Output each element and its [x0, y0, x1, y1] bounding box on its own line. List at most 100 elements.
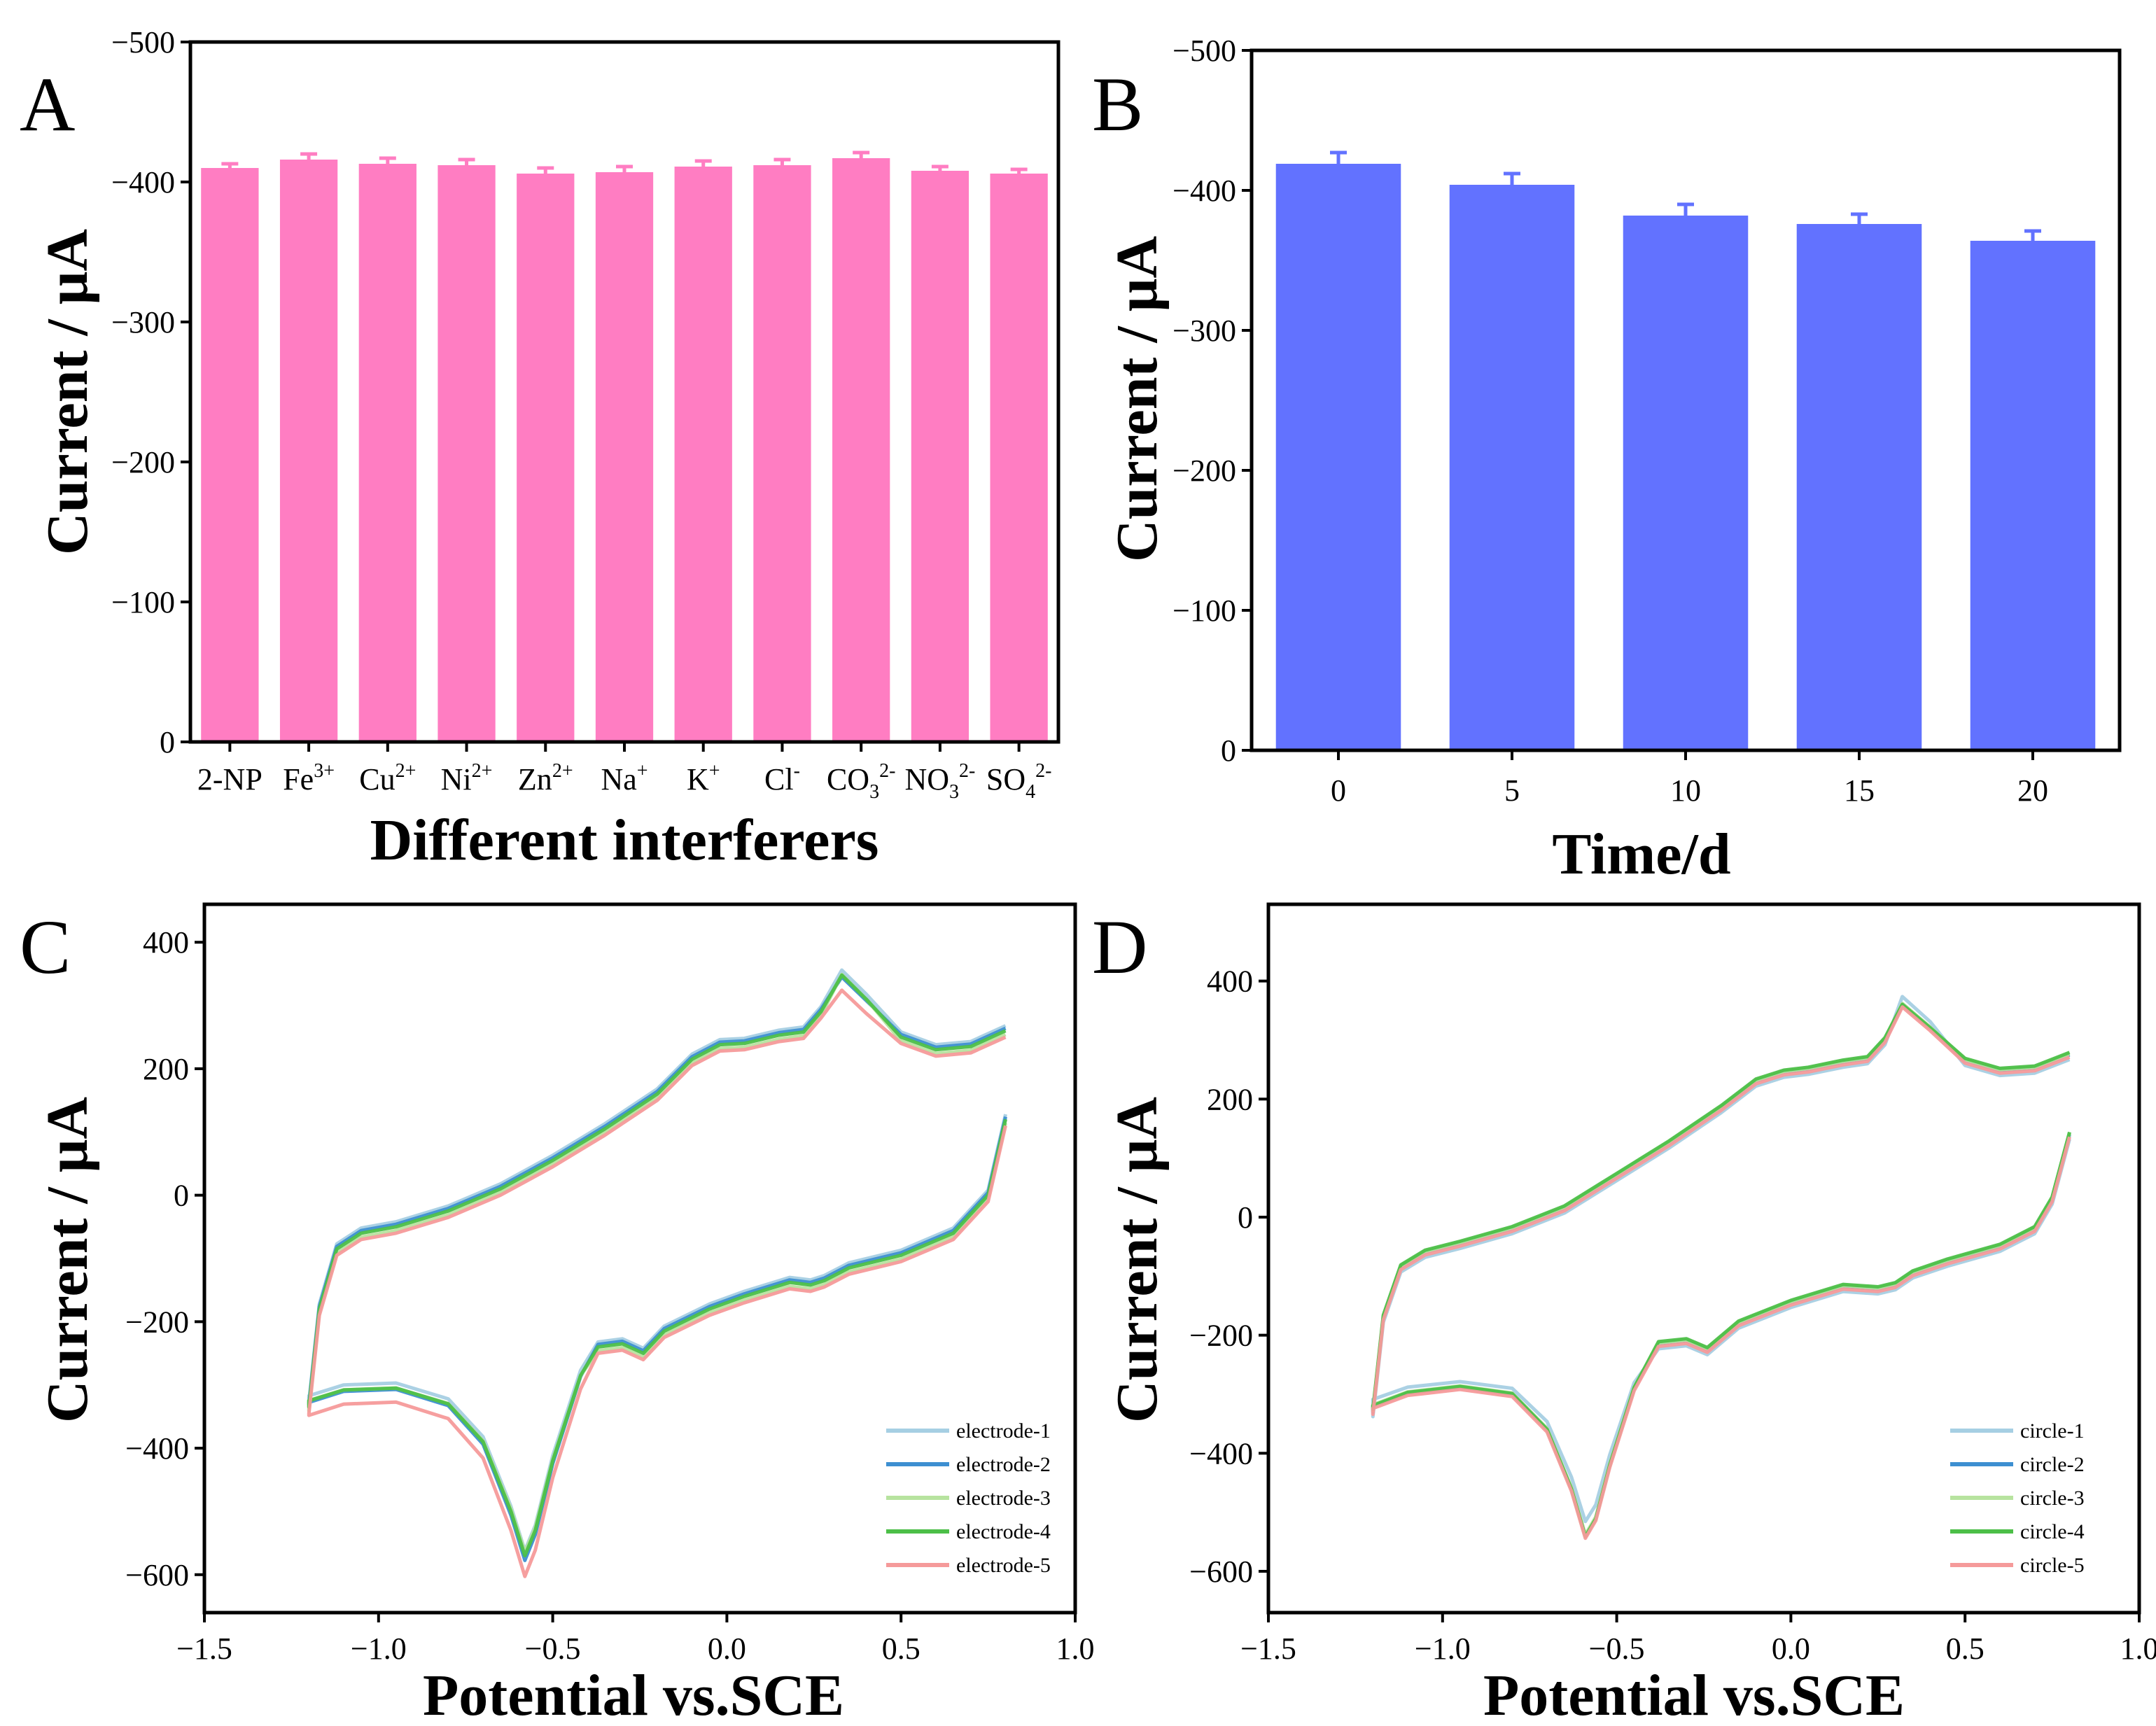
panel-d-series-circle-4: [1371, 1002, 2071, 1538]
panel-d-x-tick-label: −0.5: [1589, 1632, 1645, 1666]
panel-d-legend-label: circle-2: [2020, 1453, 2085, 1476]
panel-d-x-tick-label: −1.5: [1240, 1632, 1296, 1666]
panel-a-x-tick-label-sup: 2-: [1035, 760, 1051, 782]
panel-a-x-tick-label-sup: 2-: [879, 760, 895, 782]
panel-d-series-circle-2: [1371, 1002, 2071, 1538]
panel-a-x-ticks: 2-NP Fe3+ Cu2+ Ni2+ Zn2+ Na+ K+ Cl- CO32- NO32- SO…: [197, 742, 1052, 803]
panel-d-curves: [1371, 995, 2071, 1541]
panel-a-x-tick-label-sup: -: [794, 760, 800, 782]
panel-c-y-tick-label: −600: [125, 1558, 189, 1592]
panel-c-curves: [307, 968, 1007, 1578]
panel-a: A 0−100−200−300−400−500 2-NP Fe3+ Cu2+ Ni2+…: [20, 25, 1060, 873]
panel-b-bar: [1275, 164, 1401, 750]
panel-c-x-tick-label: 0.0: [708, 1632, 746, 1666]
panel-a-bar: [358, 164, 416, 742]
panel-b-y-tick-label: −200: [1172, 454, 1236, 488]
panel-b-x-tick-label: 10: [1670, 773, 1701, 808]
panel-b-bar: [1449, 185, 1575, 750]
panel-a-letter: A: [20, 62, 75, 147]
panel-a-bar: [832, 158, 890, 742]
panel-c: C −600 −400 −200 0 200 400 −1.5 −1.0 −0.5 0.0 0.5…: [20, 902, 1095, 1726]
panel-b-y-tick-label: −300: [1172, 314, 1236, 348]
panel-a-x-tick-label-base: Cl: [764, 762, 794, 797]
panel-d-y-axis-title: Current / μA: [1105, 1097, 1170, 1423]
panel-a-y-tick-label: −300: [111, 305, 175, 339]
panel-a-x-tick-label-base: Cu: [359, 762, 395, 797]
panel-a-x-tick-label-sup: 2+: [396, 760, 416, 782]
panel-a-x-tick-label-sup: 2+: [472, 760, 493, 782]
panel-a-y-tick-label: −200: [111, 445, 175, 479]
panel-b-bar: [1623, 216, 1749, 750]
panel-d-letter: D: [1092, 904, 1147, 990]
panel-a-x-axis-title: Different interferers: [370, 808, 879, 873]
panel-d-y-tick-label: 200: [1207, 1082, 1253, 1116]
panel-d-x-tick-label: 0.0: [1772, 1632, 1810, 1666]
panel-d-plot-frame: [1266, 902, 2141, 1615]
panel-b-y-tick-label: −100: [1172, 594, 1236, 628]
panel-d-x-tick-label: 1.0: [2120, 1632, 2156, 1666]
panel-c-y-tick-label: −400: [125, 1431, 189, 1466]
panel-d-x-tick-label: −1.0: [1415, 1632, 1471, 1666]
panel-a-x-tick-label: 2-NP: [197, 762, 262, 797]
panel-c-legend-label: electrode-5: [956, 1554, 1051, 1577]
panel-d-legend-label: circle-5: [2020, 1554, 2085, 1577]
panel-a-x-tick-label: CO32-: [827, 760, 895, 803]
panel-a-x-tick-label: K+: [687, 760, 720, 797]
panel-c-series-electrode-1: [307, 968, 1007, 1552]
panel-c-x-tick-label: −0.5: [525, 1632, 581, 1666]
panel-b-bar: [1970, 241, 2096, 750]
panel-b-x-axis-title: Time/d: [1552, 822, 1730, 887]
panel-c-x-axis-title: Potential vs.SCE: [423, 1663, 844, 1726]
panel-a-y-ticks: 0 −100 −200 −300 −400 −500: [111, 25, 190, 759]
panel-a-x-tick-label-sub: 4: [1026, 781, 1035, 803]
panel-a-x-tick-label-sup: +: [709, 760, 720, 782]
panel-b-y-axis-title: Current / μA: [1105, 236, 1170, 562]
panel-a-x-tick-label-base: CO: [827, 762, 869, 797]
panel-c-y-tick-label: 0: [174, 1179, 189, 1213]
panel-a-x-tick-label-base: Zn: [518, 762, 552, 797]
panel-d: D −600 −400 −200 0 200 400 −1.5 −1.0 −0.5 0.0 0.5…: [1092, 902, 2156, 1726]
panel-d-x-tick-label: 0.5: [1946, 1632, 1984, 1666]
panel-c-legend-label: electrode-3: [956, 1487, 1051, 1510]
panel-a-y-axis-title: Current / μA: [35, 229, 100, 555]
panel-d-series-circle-3: [1371, 1002, 2071, 1537]
panel-c-y-tick-label: 400: [143, 925, 189, 960]
panel-a-x-tick-label-sup: 3+: [314, 760, 335, 782]
panel-c-x-tick-label: −1.5: [176, 1632, 232, 1666]
panel-c-series-electrode-2: [307, 975, 1007, 1562]
panel-b: B 0−100−200−300−400−500 0 5 10 15 20 Time/d …: [1092, 34, 2122, 887]
panel-a-bar: [595, 172, 654, 742]
panel-a-x-tick-label: SO42-: [986, 760, 1052, 803]
panel-b-y-ticks: 0 −100 −200 −300 −400 −500: [1172, 34, 1252, 768]
panel-d-legend: circle-1 circle-2 circle-3 circle-4 circle-5: [1950, 1419, 2085, 1577]
panel-a-bar: [517, 174, 575, 742]
panel-c-legend-label: electrode-1: [956, 1419, 1051, 1443]
panel-a-bar: [990, 174, 1048, 742]
panel-a-x-tick-label: Cu2+: [359, 760, 416, 797]
panel-a-x-tick-label-base: Na: [601, 762, 636, 797]
panel-b-x-ticks: 0 5 10 15 20: [1331, 750, 2048, 808]
panel-c-y-axis-title: Current / μA: [35, 1097, 100, 1423]
panel-a-x-tick-label-base: Ni: [441, 762, 472, 797]
panel-d-y-ticks: −600 −400 −200 0 200 400: [1189, 964, 1268, 1589]
panel-d-y-tick-label: −600: [1189, 1555, 1253, 1589]
panel-a-x-tick-label: Zn2+: [518, 760, 573, 797]
panel-a-bar: [438, 165, 496, 742]
panel-c-y-tick-label: −200: [125, 1305, 189, 1339]
panel-a-x-tick-label-sup: 2+: [552, 760, 573, 782]
panel-b-x-tick-label: 5: [1504, 773, 1520, 808]
panel-a-x-tick-label-base: NO: [904, 762, 949, 797]
panel-d-series-circle-5: [1371, 1005, 2071, 1541]
panel-b-letter: B: [1092, 62, 1143, 147]
panel-c-y-tick-label: 200: [143, 1052, 189, 1086]
panel-a-bar: [911, 171, 969, 742]
panel-a-y-tick-label: −100: [111, 585, 175, 619]
panel-c-series-electrode-4: [307, 973, 1007, 1558]
panel-a-bar: [753, 165, 811, 742]
panel-b-bar: [1796, 224, 1922, 750]
panel-d-y-tick-label: −200: [1189, 1319, 1253, 1353]
panel-a-bar: [674, 167, 732, 742]
panel-a-x-tick-label-sup: +: [637, 760, 648, 782]
panel-c-y-ticks: −600 −400 −200 0 200 400: [125, 925, 204, 1592]
